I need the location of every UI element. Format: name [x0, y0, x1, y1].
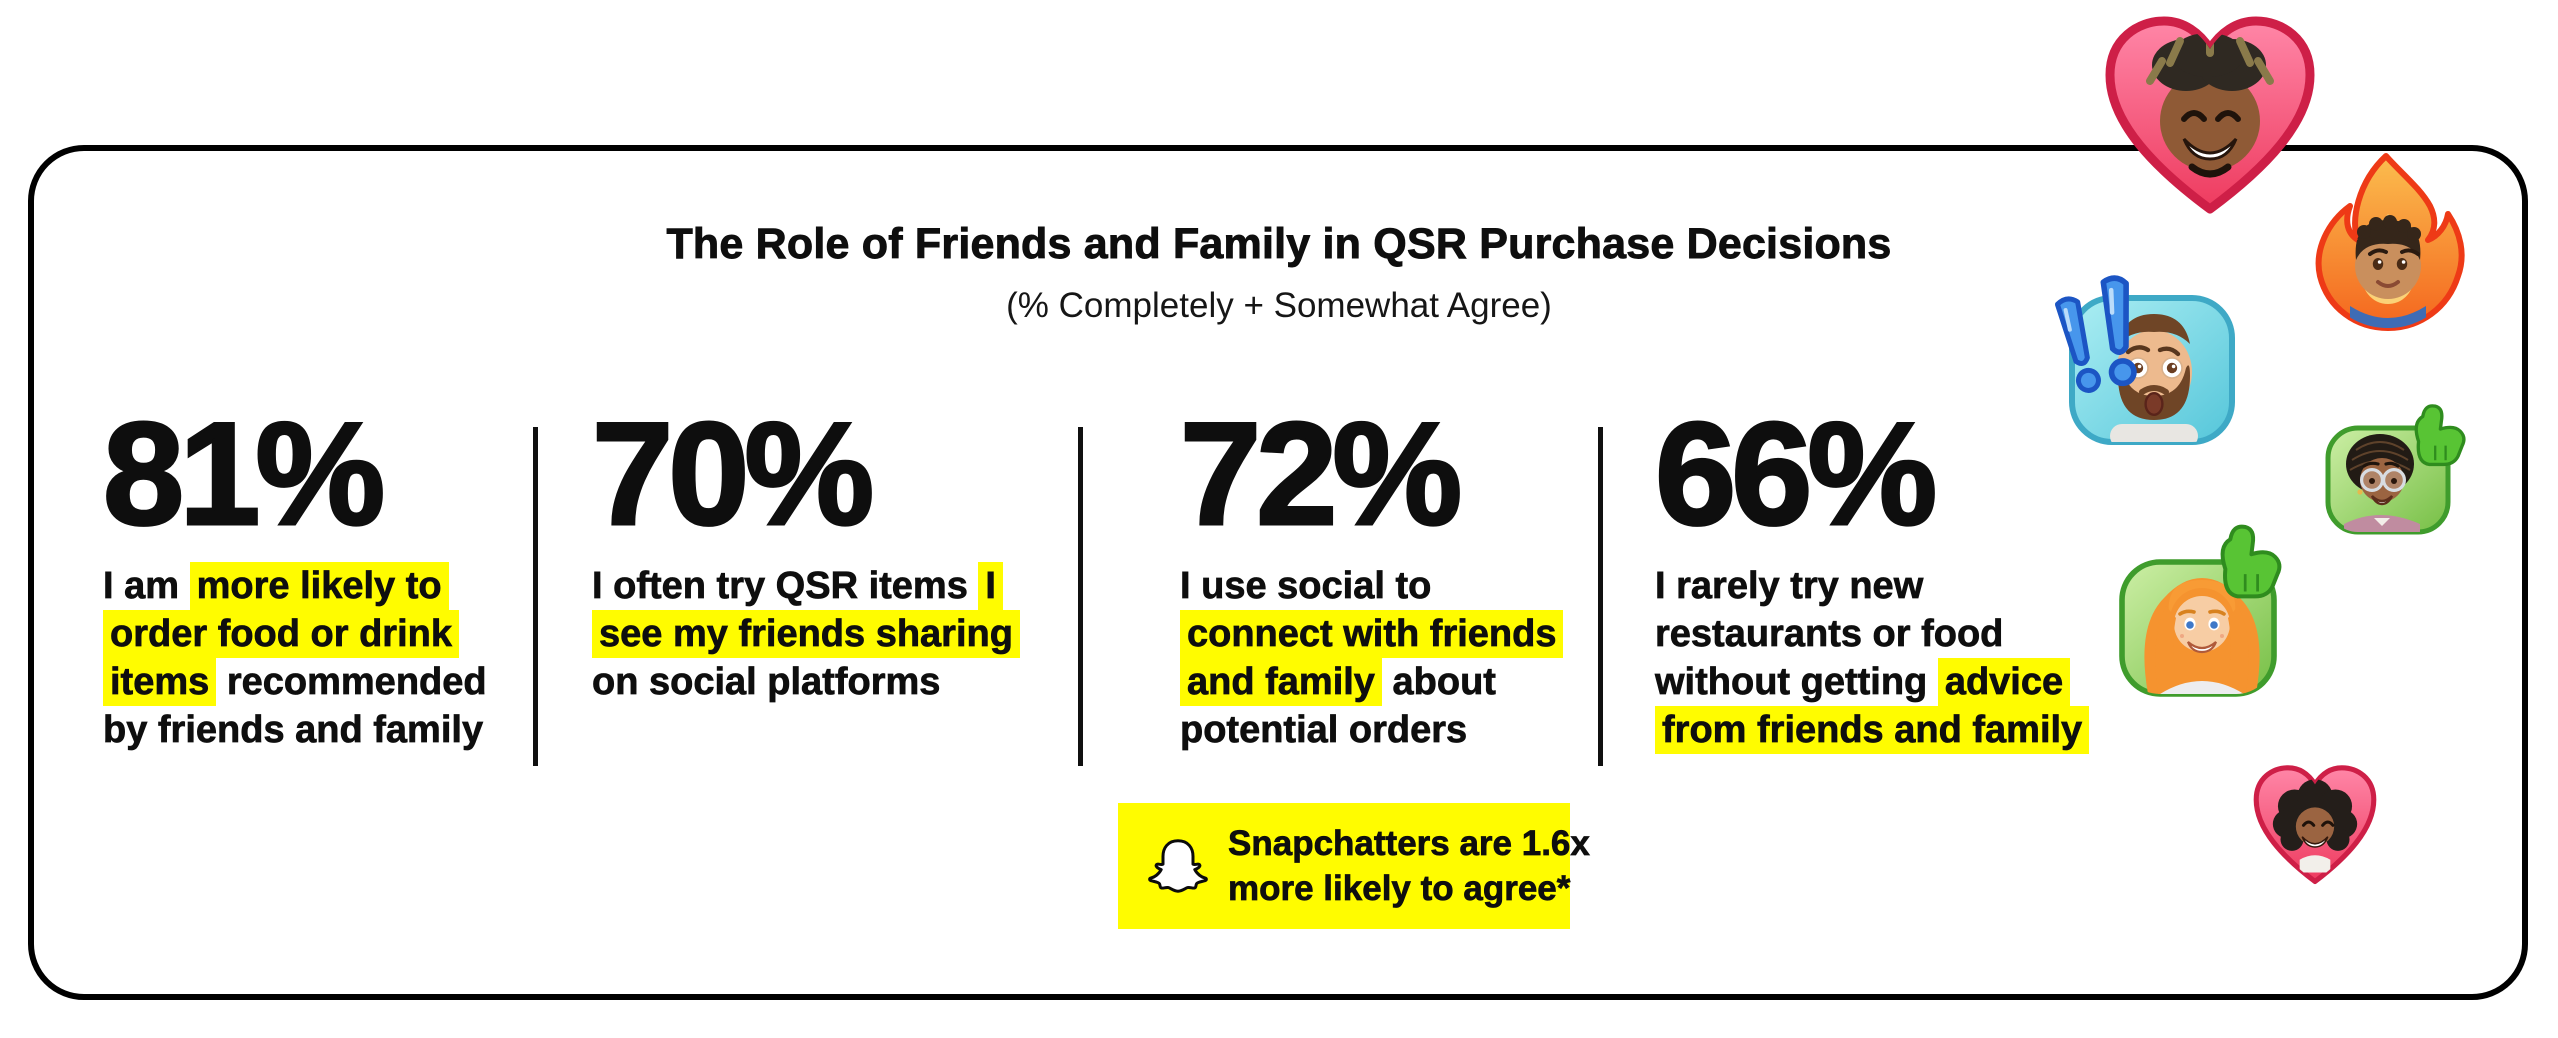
stat-text-line: without getting advice: [1655, 658, 2089, 706]
highlighted-text: from friends and family: [1655, 706, 2090, 754]
plain-text: I rarely try new: [1655, 565, 1924, 608]
stat-text-line: I often try QSR items I: [592, 562, 1020, 610]
highlighted-text: more likely to: [189, 562, 449, 610]
highlighted-text: and family: [1180, 658, 1382, 706]
thumbs-up-glasses-woman-avatar: [2325, 404, 2466, 535]
highlighted-text: order food or drink: [103, 610, 459, 658]
stat-description: I rarely try new restaurants or food witho…: [1655, 562, 2090, 754]
plain-text: on social platforms: [592, 661, 941, 704]
stat-text-line: connect with friends: [1180, 610, 1564, 658]
highlighted-text: I: [978, 562, 1003, 610]
stat-column-4: 66% I rarely try new restaurants or food w…: [1653, 392, 2090, 754]
stat-text-line: and family about: [1180, 658, 1563, 706]
stat-value: 70%: [591, 392, 876, 555]
plain-text: without getting: [1655, 661, 1938, 704]
heart-curly-woman-avatar: [2253, 765, 2377, 885]
stat-text-line: from friends and family: [1655, 706, 2090, 754]
plain-text: potential orders: [1180, 709, 1468, 752]
stat-text-line: on social platforms: [592, 658, 1020, 706]
page-title: The Role of Friends and Family in QSR Pu…: [666, 220, 1892, 269]
stat-text-line: I rarely try new: [1655, 562, 2089, 610]
callout-line-1: Snapchatters are 1.6x: [1228, 824, 1591, 864]
plain-text: by friends and family: [103, 709, 484, 752]
stat-value: 72%: [1178, 392, 1463, 555]
stat-text-line: potential orders: [1180, 706, 1563, 754]
plain-text: restaurants or food: [1655, 613, 2004, 656]
plain-text: recommended: [216, 661, 487, 704]
stat-value: 66%: [1653, 392, 1938, 555]
column-divider: [1598, 427, 1603, 766]
stat-text-line: items recommended: [103, 658, 487, 706]
stat-text-line: order food or drink: [103, 610, 487, 658]
fire-boy-avatar: [2315, 153, 2465, 331]
stat-text-line: I am more likely to: [103, 562, 487, 610]
highlighted-text: connect with friends: [1180, 610, 1564, 658]
stat-text-line: by friends and family: [103, 706, 487, 754]
heart-man-avatar: [2105, 16, 2315, 214]
stat-text-line: restaurants or food: [1655, 610, 2089, 658]
plain-text: I am: [103, 565, 190, 608]
plain-text: I use social to: [1180, 565, 1432, 608]
page-subtitle: (% Completely + Somewhat Agree): [1006, 286, 1552, 325]
plain-text: I often try QSR items: [592, 565, 979, 608]
column-divider: [1078, 427, 1083, 766]
thumbs-up-redhead-woman-avatar: [2119, 524, 2282, 697]
stat-description: I am more likely to order food or drink it…: [103, 562, 487, 754]
callout-line-2: more likely to agree*: [1228, 869, 1571, 909]
highlighted-text: advice: [1937, 658, 2071, 706]
snapchat-ghost-icon: [1148, 839, 1208, 893]
highlighted-text: items: [103, 658, 217, 706]
stat-value: 81%: [102, 392, 387, 555]
highlighted-text: see my friends sharing: [592, 610, 1020, 658]
stat-text-line: see my friends sharing: [592, 610, 1020, 658]
column-divider: [533, 427, 538, 766]
snapchat-callout: Snapchatters are 1.6x more likely to agr…: [1118, 803, 1590, 929]
stat-column-3: 72% I use social to connect with friends a…: [1178, 392, 1564, 754]
stat-description: I use social to connect with friends and f…: [1180, 562, 1564, 754]
exclamation-surprised-man-avatar: [2054, 275, 2235, 445]
callout-text: Snapchatters are 1.6x more likely to agr…: [1228, 821, 1591, 911]
stat-column-1: 81% I am more likely to order food or dri…: [102, 392, 487, 754]
plain-text: about: [1381, 661, 1496, 704]
stat-text-line: I use social to: [1180, 562, 1563, 610]
